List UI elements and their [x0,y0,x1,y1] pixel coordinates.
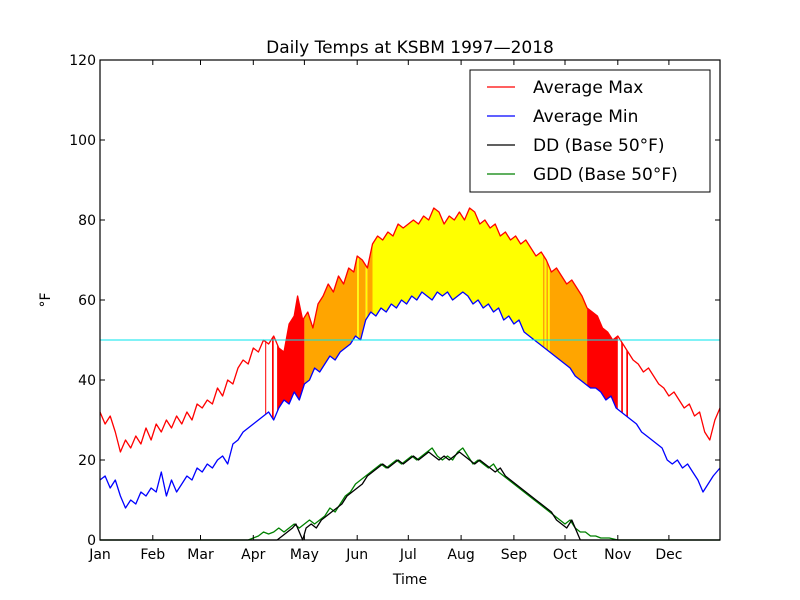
legend-label: Average Max [533,78,643,98]
fill-band-8 [372,208,543,347]
legend-label: Average Min [533,107,638,127]
y-tick-label: 80 [78,213,96,229]
y-tick-label: 0 [87,533,96,549]
y-axis: 0 20 40 60 80 100 120 [69,53,720,549]
chart-title: Daily Temps at KSBM 1997—2018 [266,38,554,58]
x-tick-label: Jan [88,547,111,563]
x-tick-label: Aug [447,547,474,563]
fill-band-14 [587,308,618,410]
fill-band-16 [626,349,628,418]
fill-band-9 [542,254,545,348]
temperature-fill-bands [265,208,628,420]
x-tick-label: Nov [604,547,631,563]
x-tick-label: Apr [241,547,265,563]
fill-band-10 [544,257,547,350]
legend-label: DD (Base 50°F) [533,136,665,156]
x-tick-label: Mar [187,547,214,563]
y-tick-label: 120 [69,53,96,69]
x-tick-label: Jun [345,547,368,563]
fill-band-15 [621,341,623,414]
x-tick-label: Dec [655,547,682,563]
x-tick-label: Oct [553,547,578,563]
y-axis-title: °F [38,292,54,307]
series-line-dd-base-50-f [100,451,720,541]
x-axis: Jan Feb Mar Apr May Jun Jul Aug Sep Oct Nov Dec [88,60,682,563]
fill-band-12 [548,264,550,352]
fill-band-3 [304,256,358,384]
legend-frame [469,69,711,193]
y-tick-label: 60 [78,293,96,309]
fill-band-2 [277,296,305,412]
series-line-average-min [99,291,721,509]
y-tick-label: 40 [78,373,96,389]
x-axis-title: Time [392,572,427,588]
fill-band-6 [365,265,368,320]
x-tick-label: May [290,547,319,563]
y-tick-label: 100 [69,133,96,149]
legend: Average Max Average Min DD (Base 50°F) GDD … [469,69,711,193]
series-lines [99,207,721,541]
fill-band-1 [272,336,274,420]
series-line-average-max [99,207,721,453]
fill-band-4 [357,256,359,339]
x-tick-label: Sep [501,547,528,563]
fill-band-0 [265,341,267,415]
x-tick-label: Jul [399,547,417,563]
y-tick-label: 20 [78,453,96,469]
legend-label: GDD (Base 50°F) [533,165,678,185]
fill-band-11 [546,260,548,351]
fill-band-5 [358,257,366,340]
fill-band-13 [549,268,588,386]
x-tick-label: Feb [140,547,165,563]
